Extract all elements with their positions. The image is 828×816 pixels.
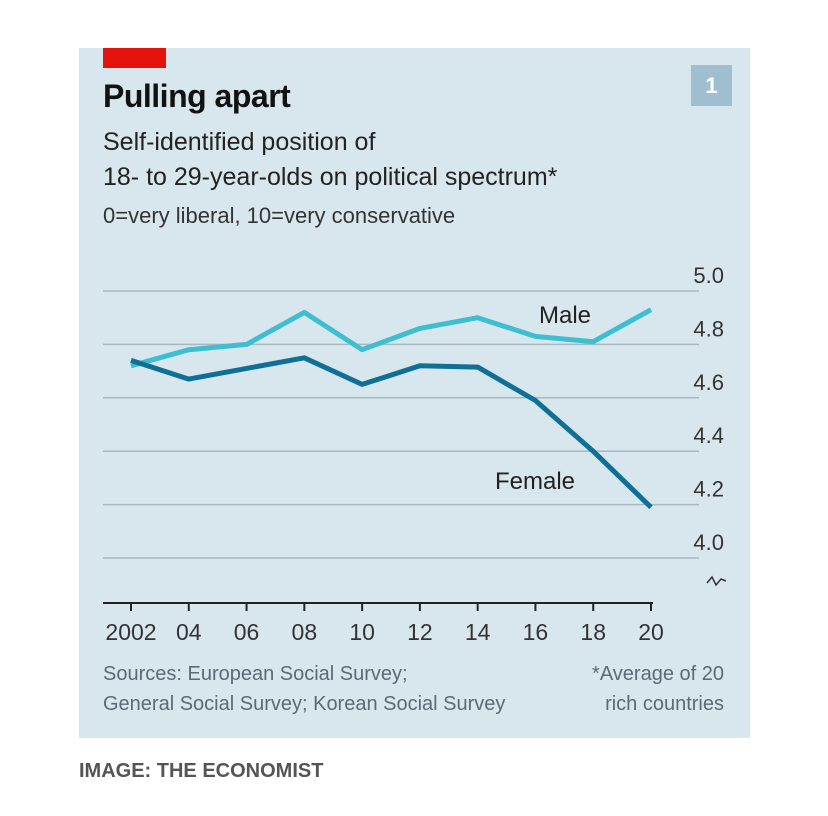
sources-line-2: General Social Survey; Korean Social Sur… (103, 693, 506, 715)
chart-subtitle-line-2: 18- to 29-year-olds on political spectru… (103, 163, 558, 191)
economist-red-tag (103, 48, 166, 68)
x-tick-label: 18 (580, 619, 606, 645)
axis-break-icon (706, 575, 727, 587)
y-tick-label: 4.0 (693, 530, 724, 555)
y-tick-label: 4.8 (693, 316, 724, 341)
footnote-line-1: *Average of 20 (592, 663, 724, 685)
series-label-male: Male (539, 302, 591, 329)
scale-note: 0=very liberal, 10=very conservative (103, 203, 456, 228)
x-tick-label: 2002 (105, 619, 156, 645)
x-tick-label: 20 (638, 619, 664, 645)
y-tick-label: 4.2 (693, 477, 724, 502)
x-tick-label: 06 (234, 619, 260, 645)
sources-line-1: Sources: European Social Survey; (103, 663, 408, 685)
chart-title: Pulling apart (103, 78, 291, 114)
x-tick-label: 12 (407, 619, 433, 645)
series-line-male (130, 307, 653, 369)
x-tick-label: 14 (465, 619, 491, 645)
chart-number-badge: 1 (691, 65, 732, 106)
x-tick-label: 08 (292, 619, 318, 645)
chart-subtitle-line-1: Self-identified position of (103, 128, 376, 156)
footnote-line-2: rich countries (605, 693, 724, 715)
image-credit: IMAGE: THE ECONOMIST (79, 760, 324, 782)
x-tick-label: 16 (523, 619, 549, 645)
line-chart: 5.0 4.8 4.6 4.4 4.2 4.0 2002 04 06 08 10 12 14 16 18 20… (103, 263, 727, 645)
chart-card: Pulling apart Self-identified position o… (79, 48, 750, 738)
series-label-female: Female (495, 468, 575, 495)
x-tick-label: 04 (176, 619, 202, 645)
y-tick-label: 4.6 (693, 370, 724, 395)
series-line-female (130, 355, 653, 510)
y-tick-label: 5.0 (693, 263, 724, 288)
x-tick-label: 10 (349, 619, 375, 645)
y-tick-label: 4.4 (693, 423, 724, 448)
